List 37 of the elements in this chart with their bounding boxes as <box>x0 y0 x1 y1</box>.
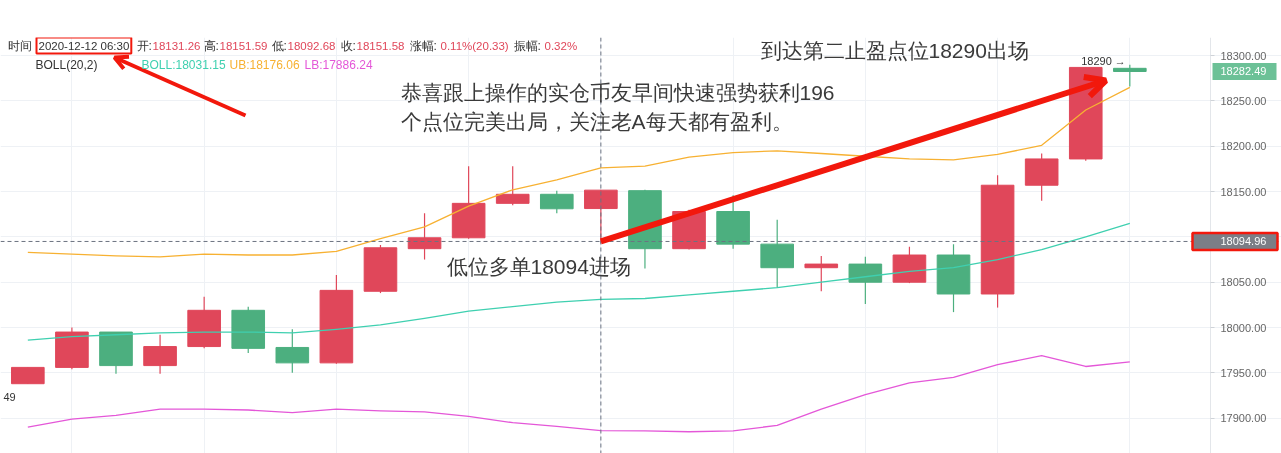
annotation: 18151.59 <box>219 39 268 52</box>
annotation: 低位多单18094进场 <box>446 255 631 278</box>
line-series <box>27 354 1131 433</box>
annotation: 高: <box>203 38 219 53</box>
text: 18282.49 <box>1220 65 1267 78</box>
annotation: 18094.96 <box>1220 235 1267 248</box>
annotation: 2020-12-12 06:30 <box>38 39 130 52</box>
y-tick-label: 17950.00 <box>1220 366 1267 379</box>
annotation: 18151.58 <box>356 39 405 52</box>
y-tick-label: 17900.00 <box>1220 412 1267 425</box>
y-tick-label: 18150.00 <box>1220 185 1267 198</box>
y-tick-label: 18250.00 <box>1220 94 1267 107</box>
y-tick-label: 18050.00 <box>1220 276 1267 289</box>
annotation: 低: <box>271 38 287 53</box>
y-tick-label: 18300.00 <box>1220 49 1267 62</box>
annotation: 开: <box>136 38 152 53</box>
annotation: 0.32% <box>544 39 578 52</box>
legend-title: BOLL(20,2) <box>35 57 98 72</box>
candlestick <box>1113 64 1147 88</box>
text: BOLL:18031.15 <box>141 57 226 72</box>
text: LB:17886.24 <box>304 57 373 72</box>
annotation: 收: <box>340 38 356 53</box>
candlestick <box>804 255 839 292</box>
annotation: 恭喜跟上操作的实仓币友早间快速强势获利196个点位完美出局，关注老A每天都有盈利。 <box>400 81 835 133</box>
y-tick-label: 18200.00 <box>1220 140 1267 153</box>
annotation: 振幅: <box>513 38 541 53</box>
annotation: 涨幅: <box>409 38 437 53</box>
text: UB:18176.06 <box>229 57 300 72</box>
annotation: 18290 → <box>1081 54 1126 67</box>
annotation: 18092.68 <box>287 39 336 52</box>
annotation: 0.11%(20.33) <box>440 39 509 52</box>
annotation: 时间 <box>7 38 32 53</box>
y-tick-label: 18000.00 <box>1220 321 1267 334</box>
annotation: 18131.26 <box>152 39 201 52</box>
annotation: 49 <box>3 390 16 403</box>
line-series <box>27 222 1131 341</box>
annotation: 到达第二止盈点位18290出场 <box>760 39 1029 62</box>
